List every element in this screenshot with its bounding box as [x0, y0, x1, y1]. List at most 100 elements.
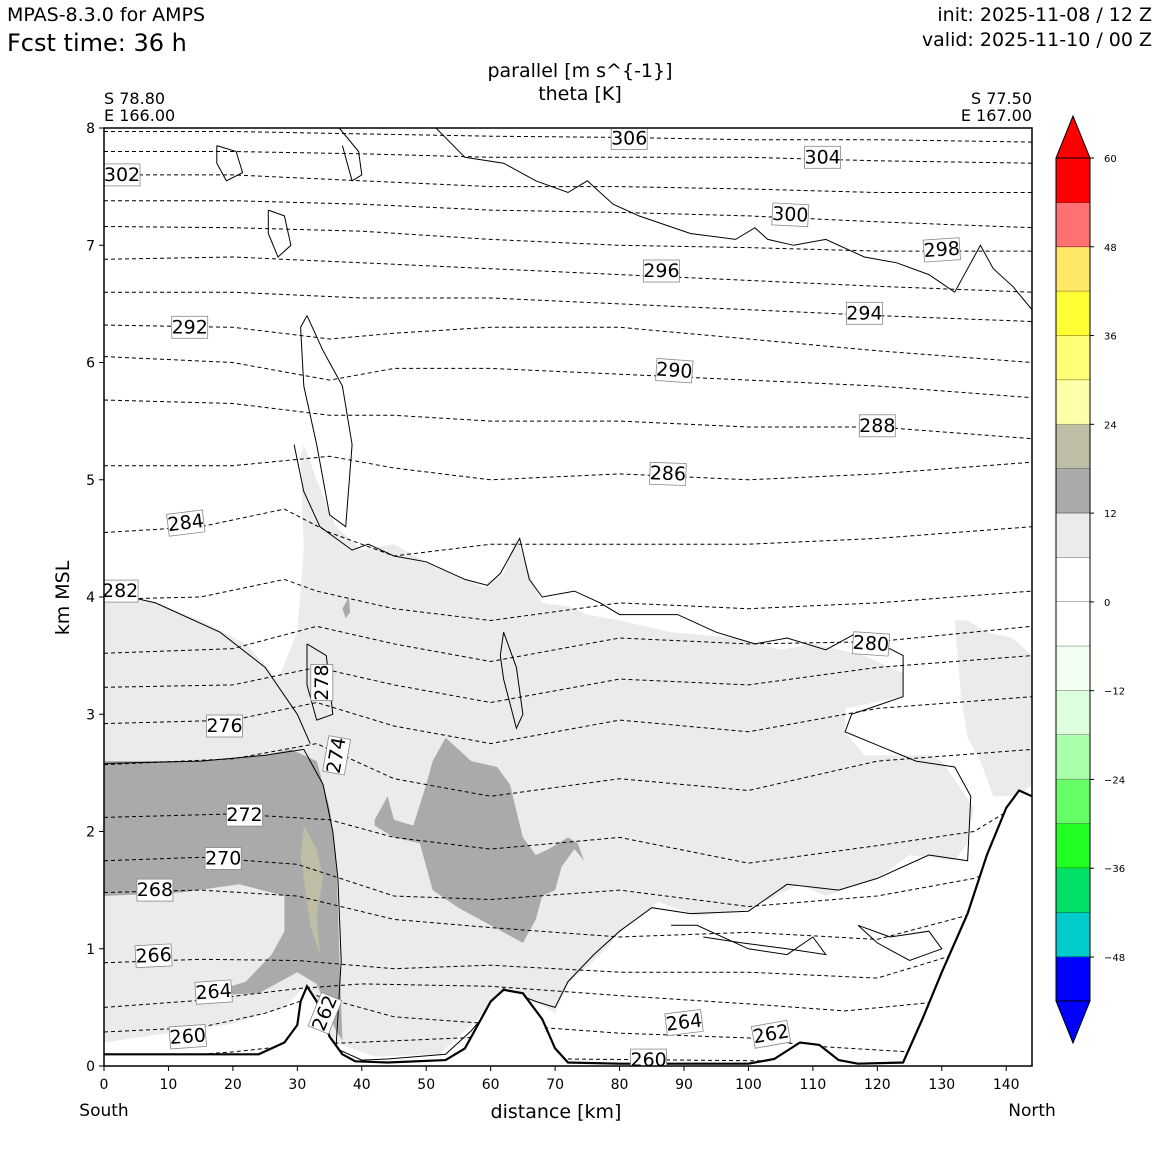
wind-contour: [499, 632, 524, 730]
colorbar-tick-label: 36: [1104, 332, 1117, 343]
theta-contour-284: [104, 508, 1032, 557]
y-tick-label: 2: [86, 825, 95, 841]
x-tick-label: 50: [417, 1077, 435, 1093]
x-tick-label: 100: [735, 1077, 762, 1093]
colorbar-tick-label: 12: [1104, 509, 1117, 520]
x-tick-label: 30: [288, 1077, 306, 1093]
x-tick-label: 110: [800, 1077, 827, 1093]
x-tick-label: 10: [160, 1077, 178, 1093]
terrain-fill: [104, 790, 1032, 1066]
theta-contour-278: [104, 655, 1032, 704]
theta-label-group: 264: [194, 979, 233, 1005]
theta-label-group: 282: [104, 579, 139, 603]
theta-label: 302: [104, 164, 140, 186]
theta-contour-282: [104, 578, 1032, 622]
theta-label-box: [226, 803, 263, 827]
left-latitude: S 78.80: [104, 89, 166, 108]
colorbar-upper-extend: [1055, 114, 1091, 159]
theta-contour-266: [104, 913, 1032, 979]
theta-label-group: 292: [171, 315, 209, 339]
theta-label: 288: [859, 415, 895, 437]
y-tick-label: 3: [86, 707, 95, 723]
x-tick-label: 70: [546, 1077, 564, 1093]
theta-label-group: 284: [166, 509, 206, 537]
theta-label-box: [206, 714, 243, 738]
theta-label: 266: [135, 944, 172, 968]
colorbar-box: [1056, 424, 1090, 470]
colorbar-box: [1056, 779, 1090, 825]
theta-label-box: [664, 1009, 704, 1037]
wind-contour: [306, 643, 334, 721]
theta-contour-268: [104, 877, 1032, 940]
colorbar-tick-label: −48: [1104, 953, 1125, 964]
theta-label: 298: [923, 238, 961, 262]
theta-label: 290: [655, 358, 693, 382]
theta-label-box: [168, 1024, 207, 1050]
theta-label-box: [851, 631, 891, 657]
theta-label-box: [804, 145, 841, 169]
theta-label-box: [136, 878, 174, 902]
theta-label: 280: [852, 632, 890, 656]
colorbar-box: [1056, 557, 1090, 603]
theta-label: 276: [206, 715, 242, 737]
colorbar-box: [1056, 291, 1090, 336]
colorbar-lower-extend: [1055, 1000, 1091, 1045]
theta-label: 296: [643, 260, 679, 282]
theta-label-box: [310, 664, 334, 701]
y-tick-label: 4: [86, 590, 95, 606]
theta-label-box: [610, 128, 648, 151]
theta-label-group: 270: [204, 847, 242, 870]
x-tick-label: 140: [993, 1077, 1020, 1093]
shaded-region: [374, 737, 585, 943]
theta-label: 292: [172, 316, 208, 338]
theta-label-group: 296: [643, 259, 680, 283]
shaded-region: [954, 620, 1032, 797]
colorbar-box: [1056, 734, 1090, 780]
theta-contour-274: [104, 743, 1032, 797]
colorbar-tick-label: −12: [1104, 687, 1125, 698]
wind-contour: [857, 924, 943, 962]
y-tick-label: 6: [86, 356, 95, 372]
theta-label-box: [194, 979, 233, 1005]
theta-label: 270: [205, 848, 241, 870]
theta-label: 260: [169, 1024, 207, 1048]
theta-contour-302: [104, 174, 1032, 193]
plot-area: 306 304 302 300 298 296 294 292 290 288 286 284 282 2…: [104, 128, 1032, 1066]
theta-label: 306: [611, 128, 647, 150]
theta-label: 304: [804, 146, 840, 168]
theta-label-group: 260: [168, 1024, 207, 1050]
valid-time: valid: 2025-11-10 / 00 Z: [921, 29, 1152, 51]
right-longitude: E 167.00: [960, 106, 1032, 125]
south-label: South: [79, 1101, 129, 1121]
north-label: North: [1008, 1101, 1056, 1121]
colorbar-box: [1056, 867, 1090, 913]
theta-contour-294: [104, 291, 1032, 322]
colorbar-box: [1056, 601, 1090, 647]
theta-label: 268: [137, 879, 173, 901]
colorbar-box: [1056, 202, 1090, 248]
colorbar-tick-label: −36: [1104, 864, 1125, 875]
theta-contour-264: [104, 971, 1032, 1012]
colorbar-box: [1056, 690, 1090, 736]
theta-label-group: 276: [206, 714, 243, 738]
x-tick-label: 0: [100, 1077, 109, 1093]
wind-contour: [300, 315, 353, 528]
x-tick-label: 90: [675, 1077, 693, 1093]
colorbar-tick-label: 0: [1104, 598, 1110, 609]
theta-label-box: [846, 301, 883, 325]
chart-subtitle: theta [K]: [538, 83, 622, 105]
x-tick-label: 20: [224, 1077, 242, 1093]
colorbar-box: [1056, 956, 1090, 1002]
theta-label-group: 300: [771, 202, 810, 228]
left-longitude: E 166.00: [104, 106, 176, 125]
theta-contour-270: [104, 854, 1032, 908]
x-tick-label: 60: [482, 1077, 500, 1093]
y-tick-label: 7: [86, 238, 95, 254]
theta-label: 264: [195, 980, 233, 1004]
shaded-region: [342, 597, 351, 619]
theta-label-box: [171, 315, 209, 339]
theta-label-box: [104, 579, 139, 603]
theta-label-box: [104, 163, 141, 187]
theta-label-box: [643, 259, 680, 283]
